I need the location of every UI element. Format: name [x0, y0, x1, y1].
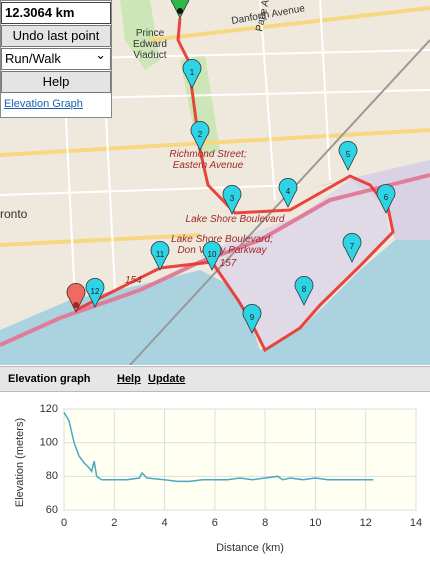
- marker-number: 2: [198, 130, 203, 139]
- marker-number: 3: [230, 194, 235, 203]
- y-tick-label: 100: [40, 437, 58, 449]
- help-link[interactable]: Help: [117, 373, 141, 385]
- map-label: Lake Shore Boulevard: [186, 214, 285, 225]
- marker-number: 7: [350, 242, 355, 251]
- y-tick-label: 80: [46, 470, 58, 482]
- marker-number: 10: [208, 250, 217, 259]
- route-marker: [342, 233, 362, 263]
- y-tick-label: 120: [40, 403, 58, 415]
- mode-select[interactable]: Run/Walk: [1, 45, 111, 70]
- x-tick-label: 0: [61, 517, 67, 529]
- marker-number: 1: [190, 68, 195, 77]
- distance: 12.3064 km: [1, 2, 111, 24]
- route-marker: [278, 178, 298, 208]
- panel-title: Elevation graph: [8, 373, 91, 385]
- map-label: Eastern Avenue: [173, 160, 244, 171]
- route-marker: [85, 278, 105, 308]
- route-marker: [182, 59, 202, 89]
- map-label: 157: [220, 258, 237, 269]
- x-tick-label: 8: [262, 517, 268, 529]
- plot-area: [63, 408, 417, 511]
- start-dot: [177, 8, 183, 14]
- undo-button[interactable]: Undo last point: [1, 25, 111, 47]
- route-marker: [338, 141, 358, 171]
- elevation-bar: Elevation graph Help Update: [0, 366, 430, 392]
- update-link[interactable]: Update: [148, 373, 186, 385]
- toolbar: 12.3064 km Undo last point Run/Walk Help…: [0, 0, 112, 118]
- x-tick-label: 6: [212, 517, 218, 529]
- marker-number: 5: [346, 150, 351, 159]
- map-label: ronto: [0, 207, 28, 221]
- marker-number: 6: [384, 193, 389, 202]
- map-label: Lake Shore Boulevard;: [171, 234, 273, 245]
- marker-number: 12: [91, 287, 100, 296]
- route-marker: [202, 241, 222, 271]
- elevation-link[interactable]: Elevation Graph: [4, 98, 83, 110]
- x-tick-label: 10: [309, 517, 321, 529]
- y-axis-label: Elevation (meters): [14, 418, 26, 507]
- end-dot: [73, 302, 79, 308]
- marker-number: 11: [156, 250, 165, 259]
- map-label: Don Valley Parkway: [177, 245, 267, 256]
- map-label: 154: [125, 275, 142, 286]
- elevation-line: [63, 411, 374, 483]
- x-tick-label: 2: [111, 517, 117, 529]
- x-axis-label: Distance (km): [216, 542, 284, 554]
- route-marker: [150, 241, 170, 271]
- x-tick-label: 14: [410, 517, 422, 529]
- y-tick-label: 60: [46, 504, 58, 516]
- route-marker: [242, 304, 262, 334]
- map-label: Richmond Street;: [169, 149, 246, 160]
- map-label: Prince: [136, 28, 165, 39]
- help-button[interactable]: Help: [1, 71, 111, 93]
- route-marker: [190, 121, 210, 151]
- route-marker: [222, 185, 242, 215]
- marker-number: 9: [250, 313, 255, 322]
- route-marker: [294, 276, 314, 306]
- x-tick-label: 12: [360, 517, 372, 529]
- map-label: Edward: [133, 39, 167, 50]
- elevation-chart: 60 80 100 120 0 2 4 6 8 10 12 14 Distance (km) Elevat…: [14, 403, 422, 554]
- end-marker: [66, 283, 86, 313]
- route-marker: [376, 184, 396, 214]
- map-label: Viaduct: [133, 50, 166, 61]
- marker-number: 8: [302, 285, 307, 294]
- marker-number: 4: [286, 187, 291, 196]
- x-tick-label: 4: [162, 517, 168, 529]
